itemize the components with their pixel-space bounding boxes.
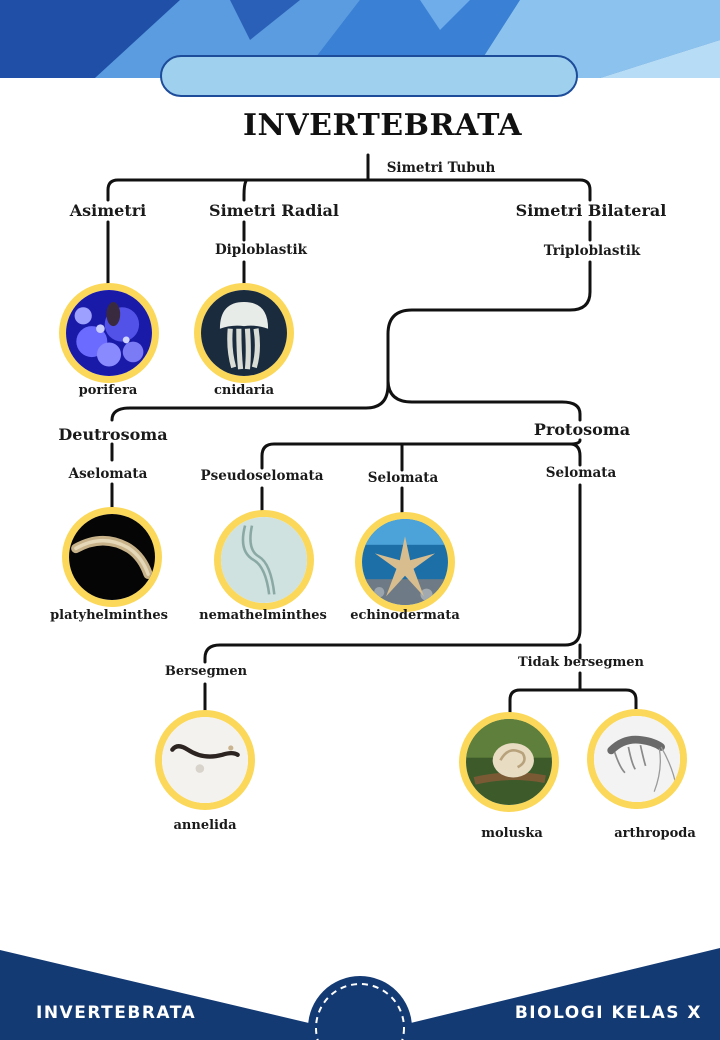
platyhelminthes-image xyxy=(62,507,162,607)
label-tidak-bersegmen: Tidak bersegmen xyxy=(517,655,645,670)
label-pseudoselomata: Pseudoselomata xyxy=(200,468,324,484)
cnidaria-image xyxy=(194,283,294,383)
label-selomata-echinodermata: Selomata xyxy=(367,470,439,486)
label-deutrosoma: Deutrosoma xyxy=(58,425,168,444)
label-asimetri: Asimetri xyxy=(69,201,147,220)
segmented-worm-icon xyxy=(162,717,248,803)
porifera-image xyxy=(59,283,159,383)
title-banner-pill xyxy=(160,55,578,97)
label-arthropoda: arthropoda xyxy=(614,826,696,841)
label-simetri-bilateral: Simetri Bilateral xyxy=(515,201,667,220)
label-annelida: annelida xyxy=(173,818,237,833)
label-protosoma: Protosoma xyxy=(533,420,631,439)
footer-right-title: BIOLOGI KELAS X xyxy=(514,1003,702,1023)
roundworm-icon xyxy=(221,517,307,603)
label-bersegmen: Bersegmen xyxy=(164,664,248,679)
shrimp-icon xyxy=(594,716,680,802)
label-platyhelminthes: platyhelminthes xyxy=(50,608,168,623)
echinodermata-image xyxy=(355,512,455,612)
snail-icon xyxy=(466,719,552,805)
sponge-icon xyxy=(66,290,152,376)
label-porifera: porifera xyxy=(78,383,138,398)
jellyfish-icon xyxy=(201,290,287,376)
page-title: INVERTEBRATA xyxy=(242,108,523,143)
label-simetri-tubuh: Simetri Tubuh xyxy=(386,160,496,176)
label-aselomata: Aselomata xyxy=(68,466,148,482)
label-nemathelminthes: nemathelminthes xyxy=(199,608,327,623)
label-echinodermata: echinodermata xyxy=(350,608,460,623)
label-simetri-radial: Simetri Radial xyxy=(209,201,339,220)
arthropoda-image xyxy=(587,709,687,809)
label-diploblastik: Diploblastik xyxy=(214,242,308,258)
footer-band xyxy=(0,948,720,1040)
nemathelminthes-image xyxy=(214,510,314,610)
annelida-image xyxy=(155,710,255,810)
flatworm-icon xyxy=(69,514,155,600)
label-triploblastik: Triploblastik xyxy=(543,243,641,259)
moluska-image xyxy=(459,712,559,812)
label-cnidaria: cnidaria xyxy=(213,383,275,398)
starfish-icon xyxy=(362,519,448,605)
footer-left-title: INVERTEBRATA xyxy=(36,1003,197,1023)
header-banner xyxy=(0,0,720,78)
label-selomata-protosoma: Selomata xyxy=(545,465,617,481)
label-moluska: moluska xyxy=(481,826,543,841)
